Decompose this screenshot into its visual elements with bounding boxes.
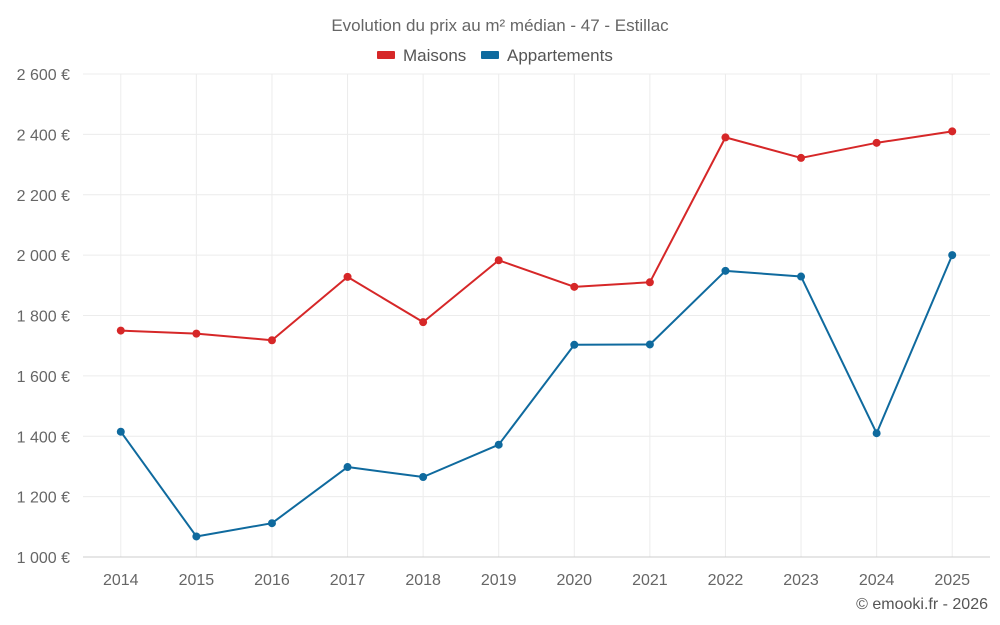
data-point-maisons[interactable] (645, 278, 654, 287)
x-tick-label: 2022 (708, 572, 744, 589)
data-point-appartements[interactable] (116, 427, 125, 436)
data-point-maisons[interactable] (872, 138, 881, 147)
x-tick-label: 2020 (556, 572, 592, 589)
y-axis: 1 000 € 1 200 € 1 400 € 1 600 € 1 800 € 2 000… (17, 67, 70, 567)
legend: Maisons Appartements (377, 46, 613, 65)
y-tick-label: 2 600 € (17, 67, 70, 84)
data-point-maisons[interactable] (948, 127, 957, 136)
legend-label-maisons[interactable]: Maisons (403, 46, 466, 65)
y-tick-label: 1 600 € (17, 369, 70, 386)
legend-label-appartements[interactable]: Appartements (507, 46, 613, 65)
data-point-appartements[interactable] (343, 463, 352, 472)
data-point-maisons[interactable] (797, 153, 806, 162)
data-point-maisons[interactable] (419, 318, 428, 327)
data-point-appartements[interactable] (192, 532, 201, 541)
x-tick-label: 2019 (481, 572, 517, 589)
data-point-maisons[interactable] (192, 329, 201, 338)
x-tick-label: 2016 (254, 572, 290, 589)
x-tick-label: 2023 (783, 572, 819, 589)
data-point-maisons[interactable] (721, 133, 730, 142)
y-tick-label: 1 800 € (17, 309, 70, 326)
x-axis: 2014 2015 2016 2017 2018 2019 2020 2021 2022 2023… (83, 556, 990, 589)
data-point-appartements[interactable] (645, 340, 654, 349)
credit-text: © emooki.fr - 2026 (856, 596, 988, 613)
x-tick-label: 2021 (632, 572, 668, 589)
x-tick-label: 2017 (330, 572, 366, 589)
data-point-appartements[interactable] (721, 266, 730, 275)
y-tick-label: 1 200 € (17, 490, 70, 507)
chart-title: Evolution du prix au m² médian - 47 - Es… (331, 16, 669, 35)
data-point-appartements[interactable] (419, 473, 428, 482)
series-line-maisons (120, 130, 953, 342)
data-point-appartements[interactable] (570, 340, 579, 349)
legend-swatch-appartements[interactable] (481, 51, 499, 59)
y-tick-label: 1 400 € (17, 429, 70, 446)
x-tick-label: 2014 (103, 572, 139, 589)
y-tick-label: 2 400 € (17, 127, 70, 144)
series-layer (116, 127, 957, 541)
data-point-maisons[interactable] (570, 282, 579, 291)
x-tick-label: 2018 (405, 572, 441, 589)
x-tick-label: 2015 (179, 572, 215, 589)
data-point-maisons[interactable] (116, 326, 125, 335)
data-point-appartements[interactable] (494, 440, 503, 449)
data-point-appartements[interactable] (872, 429, 881, 438)
data-point-maisons[interactable] (267, 336, 276, 345)
y-tick-label: 2 000 € (17, 248, 70, 265)
legend-swatch-maisons[interactable] (377, 51, 395, 59)
x-tick-label: 2024 (859, 572, 895, 589)
series-line-appartements (119, 254, 954, 538)
data-point-appartements[interactable] (948, 251, 957, 260)
y-tick-label: 1 000 € (17, 550, 70, 567)
data-point-appartements[interactable] (797, 272, 806, 281)
data-point-maisons[interactable] (343, 272, 352, 281)
x-tick-label: 2025 (934, 572, 970, 589)
data-point-appartements[interactable] (267, 519, 276, 528)
data-point-maisons[interactable] (494, 256, 503, 265)
y-tick-label: 2 200 € (17, 188, 70, 205)
